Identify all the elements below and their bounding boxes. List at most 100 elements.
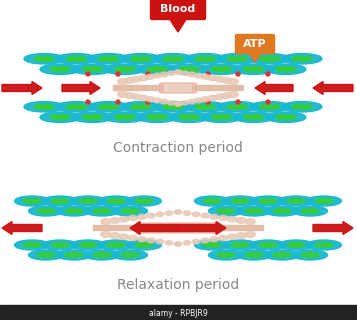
Ellipse shape bbox=[24, 101, 64, 112]
Ellipse shape bbox=[236, 233, 246, 238]
Ellipse shape bbox=[259, 198, 277, 204]
Ellipse shape bbox=[112, 206, 147, 216]
Text: Contraction period: Contraction period bbox=[113, 141, 243, 155]
Ellipse shape bbox=[307, 196, 342, 206]
Ellipse shape bbox=[66, 56, 87, 61]
FancyBboxPatch shape bbox=[236, 35, 275, 53]
Ellipse shape bbox=[228, 79, 238, 84]
Ellipse shape bbox=[291, 104, 312, 109]
Ellipse shape bbox=[185, 101, 225, 112]
Ellipse shape bbox=[181, 101, 188, 105]
Ellipse shape bbox=[245, 231, 255, 237]
Ellipse shape bbox=[130, 56, 151, 61]
Ellipse shape bbox=[132, 76, 141, 82]
Ellipse shape bbox=[231, 198, 249, 204]
Ellipse shape bbox=[175, 242, 181, 246]
Ellipse shape bbox=[118, 79, 128, 84]
Ellipse shape bbox=[147, 238, 155, 243]
Ellipse shape bbox=[139, 95, 148, 100]
Text: Blood: Blood bbox=[160, 4, 196, 14]
Ellipse shape bbox=[105, 64, 145, 75]
Ellipse shape bbox=[315, 198, 333, 204]
Ellipse shape bbox=[79, 198, 97, 204]
Ellipse shape bbox=[175, 102, 181, 106]
Ellipse shape bbox=[236, 100, 240, 104]
Polygon shape bbox=[169, 18, 187, 32]
Ellipse shape bbox=[251, 196, 286, 206]
Ellipse shape bbox=[29, 206, 64, 216]
Ellipse shape bbox=[51, 243, 69, 247]
Ellipse shape bbox=[183, 211, 191, 215]
Ellipse shape bbox=[201, 74, 210, 79]
Ellipse shape bbox=[42, 196, 77, 206]
Ellipse shape bbox=[116, 100, 120, 104]
Ellipse shape bbox=[222, 240, 257, 250]
Ellipse shape bbox=[56, 101, 96, 112]
Ellipse shape bbox=[107, 198, 125, 204]
Ellipse shape bbox=[265, 206, 300, 216]
Ellipse shape bbox=[266, 112, 306, 123]
Ellipse shape bbox=[153, 73, 161, 78]
Ellipse shape bbox=[138, 237, 146, 242]
Ellipse shape bbox=[165, 211, 173, 215]
Ellipse shape bbox=[227, 234, 237, 240]
Ellipse shape bbox=[153, 101, 193, 112]
Ellipse shape bbox=[56, 250, 91, 260]
Ellipse shape bbox=[251, 240, 286, 250]
Ellipse shape bbox=[282, 53, 322, 64]
Ellipse shape bbox=[195, 56, 216, 61]
Ellipse shape bbox=[175, 210, 181, 214]
Ellipse shape bbox=[121, 101, 161, 112]
Ellipse shape bbox=[40, 64, 80, 75]
Ellipse shape bbox=[153, 98, 161, 103]
Ellipse shape bbox=[126, 240, 161, 250]
Ellipse shape bbox=[89, 53, 129, 64]
Ellipse shape bbox=[138, 214, 146, 219]
Ellipse shape bbox=[215, 94, 224, 100]
Ellipse shape bbox=[82, 115, 103, 120]
Ellipse shape bbox=[195, 196, 230, 206]
Ellipse shape bbox=[146, 97, 155, 102]
Ellipse shape bbox=[243, 115, 264, 120]
Ellipse shape bbox=[243, 67, 264, 72]
Ellipse shape bbox=[259, 56, 280, 61]
Ellipse shape bbox=[146, 115, 167, 120]
FancyBboxPatch shape bbox=[137, 223, 219, 233]
Ellipse shape bbox=[201, 64, 241, 75]
Ellipse shape bbox=[301, 252, 319, 258]
Ellipse shape bbox=[278, 240, 313, 250]
Ellipse shape bbox=[125, 93, 135, 99]
Ellipse shape bbox=[101, 231, 111, 237]
Ellipse shape bbox=[259, 243, 277, 247]
Ellipse shape bbox=[245, 252, 263, 258]
Ellipse shape bbox=[146, 67, 167, 72]
Ellipse shape bbox=[70, 196, 106, 206]
Ellipse shape bbox=[129, 236, 137, 241]
Ellipse shape bbox=[208, 206, 243, 216]
Ellipse shape bbox=[301, 209, 319, 213]
Ellipse shape bbox=[175, 102, 181, 106]
FancyBboxPatch shape bbox=[93, 226, 178, 230]
Ellipse shape bbox=[210, 214, 218, 219]
Ellipse shape bbox=[98, 104, 119, 109]
Ellipse shape bbox=[169, 112, 209, 123]
Ellipse shape bbox=[175, 70, 181, 74]
Ellipse shape bbox=[219, 236, 228, 241]
Ellipse shape bbox=[129, 215, 137, 220]
Ellipse shape bbox=[233, 64, 274, 75]
Ellipse shape bbox=[266, 64, 306, 75]
Ellipse shape bbox=[114, 115, 135, 120]
Ellipse shape bbox=[50, 115, 71, 120]
Ellipse shape bbox=[208, 250, 243, 260]
Ellipse shape bbox=[217, 209, 235, 213]
Ellipse shape bbox=[86, 100, 90, 104]
Ellipse shape bbox=[40, 112, 80, 123]
Ellipse shape bbox=[275, 67, 296, 72]
Ellipse shape bbox=[56, 206, 91, 216]
Ellipse shape bbox=[167, 71, 175, 75]
Ellipse shape bbox=[121, 53, 161, 64]
Ellipse shape bbox=[192, 239, 200, 244]
Ellipse shape bbox=[156, 212, 164, 217]
Ellipse shape bbox=[162, 104, 183, 109]
Ellipse shape bbox=[228, 92, 238, 97]
